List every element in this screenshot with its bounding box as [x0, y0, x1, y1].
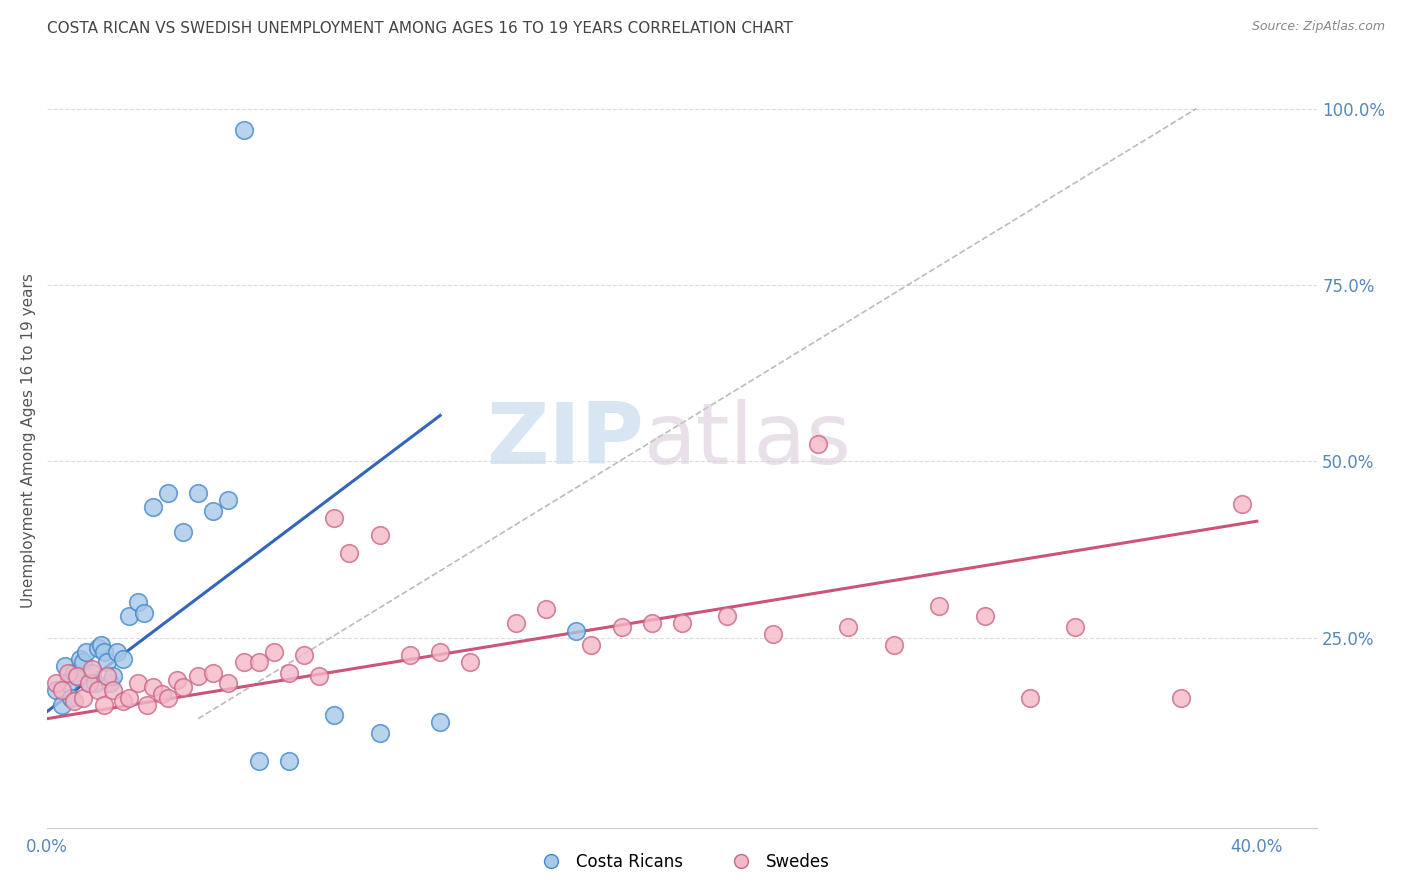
Point [368, 528, 391, 542]
Point [534, 602, 557, 616]
Point [56, 676, 79, 690]
Point [79, 676, 101, 690]
Point [96, 669, 118, 683]
Point [103, 669, 125, 683]
Point [973, 609, 995, 624]
Point [72, 690, 94, 705]
Point [610, 620, 633, 634]
Point [429, 715, 451, 730]
Point [100, 676, 122, 690]
Point [51, 698, 73, 712]
Point [1170, 690, 1192, 705]
Point [142, 500, 165, 515]
Point [142, 680, 165, 694]
Point [111, 694, 134, 708]
Point [117, 690, 139, 705]
Point [90, 638, 112, 652]
Point [1230, 497, 1253, 511]
Point [1064, 620, 1087, 634]
Point [247, 754, 270, 768]
Point [127, 595, 149, 609]
Point [117, 609, 139, 624]
Y-axis label: Unemployment Among Ages 16 to 19 years: Unemployment Among Ages 16 to 19 years [21, 273, 35, 607]
Point [87, 641, 110, 656]
Text: COSTA RICAN VS SWEDISH UNEMPLOYMENT AMONG AGES 16 TO 19 YEARS CORRELATION CHART: COSTA RICAN VS SWEDISH UNEMPLOYMENT AMON… [46, 21, 793, 36]
Point [232, 123, 254, 137]
Point [308, 669, 330, 683]
Point [105, 645, 128, 659]
Point [716, 609, 738, 624]
Point [51, 683, 73, 698]
Point [75, 645, 97, 659]
Point [247, 655, 270, 669]
Point [132, 606, 155, 620]
Point [641, 616, 664, 631]
Point [232, 655, 254, 669]
Point [581, 638, 603, 652]
Point [277, 665, 299, 680]
Point [127, 676, 149, 690]
Point [103, 683, 125, 698]
Point [150, 687, 173, 701]
Point [82, 665, 104, 680]
Point [172, 524, 194, 539]
Point [217, 493, 239, 508]
Point [187, 669, 209, 683]
Point [217, 676, 239, 690]
Point [166, 673, 188, 687]
Point [53, 658, 76, 673]
Legend: Costa Ricans, Swedes: Costa Ricans, Swedes [527, 847, 837, 878]
Text: atlas: atlas [644, 399, 852, 482]
Point [79, 676, 101, 690]
Point [202, 503, 225, 517]
Point [156, 690, 179, 705]
Point [111, 651, 134, 665]
Point [399, 648, 422, 663]
Point [565, 624, 588, 638]
Point [135, 698, 157, 712]
Point [93, 645, 115, 659]
Point [368, 726, 391, 740]
Point [762, 627, 785, 641]
Point [60, 690, 83, 705]
Point [883, 638, 905, 652]
Point [45, 683, 67, 698]
Point [837, 620, 859, 634]
Text: Source: ZipAtlas.com: Source: ZipAtlas.com [1251, 20, 1385, 33]
Point [928, 599, 950, 613]
Point [156, 486, 179, 500]
Point [84, 676, 107, 690]
Point [63, 694, 86, 708]
Text: ZIP: ZIP [486, 399, 644, 482]
Point [263, 645, 285, 659]
Point [292, 648, 315, 663]
Point [323, 510, 346, 524]
Point [82, 662, 104, 676]
Point [505, 616, 527, 631]
Point [277, 754, 299, 768]
Point [93, 698, 115, 712]
Point [87, 683, 110, 698]
Point [66, 669, 89, 683]
Point [460, 655, 482, 669]
Point [66, 669, 89, 683]
Point [339, 546, 361, 560]
Point [96, 655, 118, 669]
Point [202, 665, 225, 680]
Point [172, 680, 194, 694]
Point [807, 436, 830, 450]
Point [63, 665, 86, 680]
Point [1019, 690, 1042, 705]
Point [323, 708, 346, 723]
Point [187, 486, 209, 500]
Point [69, 651, 91, 665]
Point [671, 616, 693, 631]
Point [56, 665, 79, 680]
Point [429, 645, 451, 659]
Point [72, 655, 94, 669]
Point [45, 676, 67, 690]
